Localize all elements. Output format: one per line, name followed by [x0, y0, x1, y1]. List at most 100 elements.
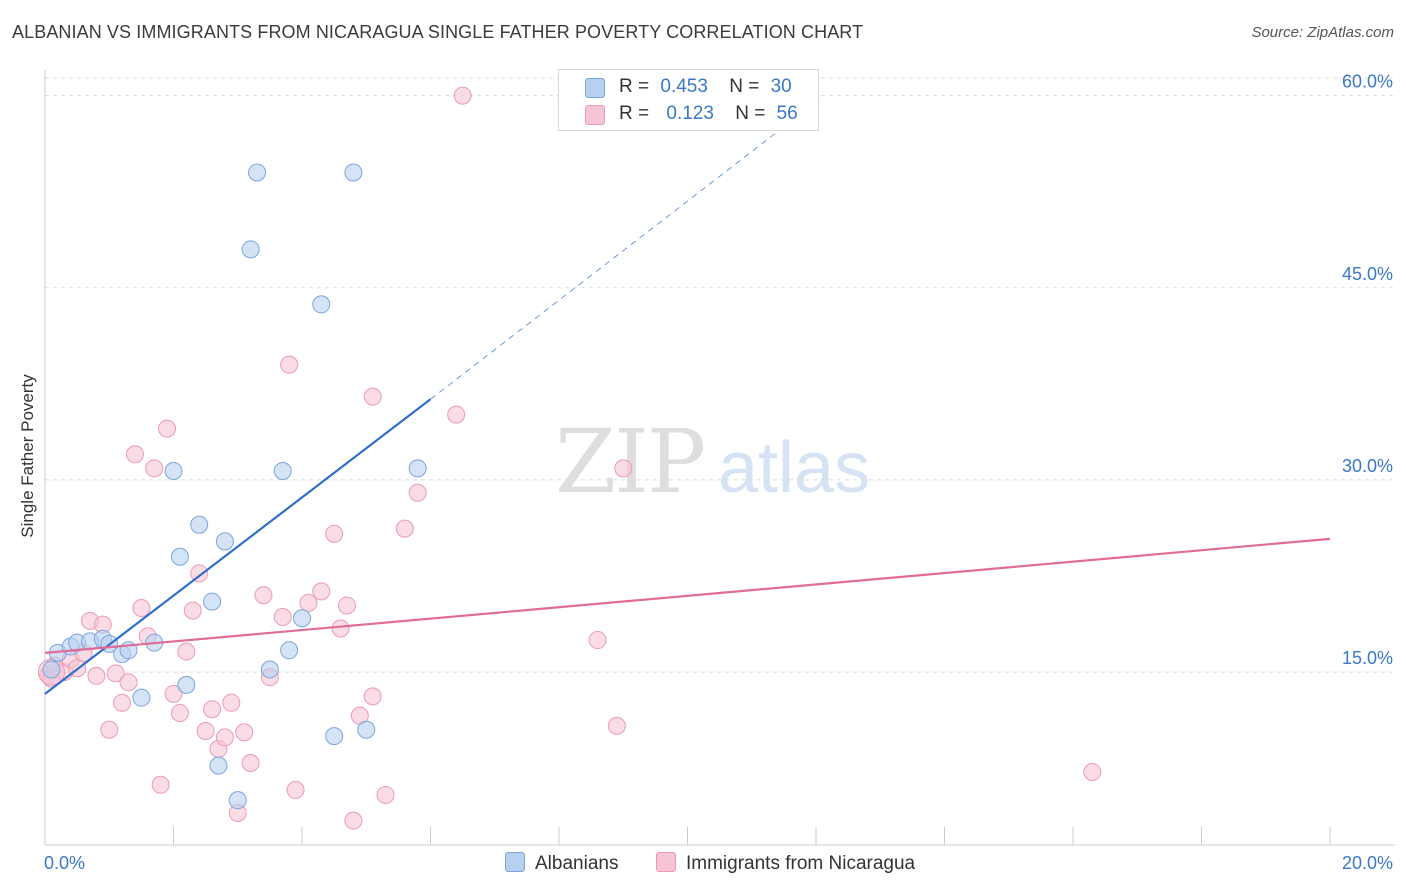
- data-point: [145, 459, 164, 478]
- data-point: [222, 693, 241, 712]
- trend-line-albanians-extension: [430, 101, 817, 400]
- bottom-legend-label: Albanians: [535, 853, 619, 874]
- legend-r-value: 0.123: [666, 103, 714, 124]
- data-point: [408, 459, 427, 478]
- data-point: [280, 355, 299, 374]
- series-albanians: [42, 163, 427, 810]
- bottom-legend-swatch-blue: [505, 852, 525, 872]
- grid-lines: [45, 77, 1395, 673]
- y-tick-label: 15.0%: [1342, 648, 1393, 668]
- data-point: [325, 727, 344, 746]
- legend-r-label: R =: [619, 76, 650, 97]
- data-point: [286, 780, 305, 799]
- data-point: [280, 641, 299, 660]
- data-point: [215, 728, 234, 747]
- data-point: [607, 716, 626, 735]
- data-point: [183, 601, 202, 620]
- legend-n-value: 30: [770, 76, 792, 97]
- axes: [44, 70, 1395, 846]
- data-point: [190, 515, 209, 534]
- data-point: [235, 723, 254, 742]
- data-point: [376, 786, 395, 805]
- data-point: [228, 791, 247, 810]
- data-point: [614, 459, 633, 478]
- data-point: [312, 295, 331, 314]
- data-point: [164, 461, 183, 480]
- data-point: [177, 675, 196, 694]
- bottom-legend-albanians: Albanians: [505, 852, 618, 875]
- watermark: ZIP atlas: [555, 410, 870, 513]
- x-tick-label: 20.0%: [1342, 853, 1393, 873]
- trend-line-nicaragua: [44, 537, 1331, 654]
- x-tick-label: 0.0%: [44, 853, 85, 873]
- data-point: [395, 519, 414, 538]
- data-point: [325, 524, 344, 543]
- data-point: [588, 631, 607, 650]
- data-point: [170, 547, 189, 566]
- data-point: [357, 720, 376, 739]
- data-point: [42, 660, 61, 679]
- data-point: [447, 405, 466, 424]
- legend-n-label: N =: [729, 76, 760, 97]
- data-point: [453, 86, 472, 105]
- data-point: [312, 582, 331, 601]
- data-point: [254, 586, 273, 605]
- data-point: [363, 687, 382, 706]
- chart-title: ALBANIAN VS IMMIGRANTS FROM NICARAGUA SI…: [12, 22, 864, 42]
- data-point: [132, 599, 151, 618]
- y-tick-label: 60.0%: [1342, 72, 1393, 92]
- data-point: [190, 564, 209, 583]
- bottom-legend-nicaragua: Immigrants from Nicaragua: [656, 852, 915, 875]
- data-point: [363, 387, 382, 406]
- data-point: [164, 684, 183, 703]
- data-point: [344, 811, 363, 830]
- data-point: [209, 756, 228, 775]
- legend-swatch-pink: [585, 105, 605, 125]
- y-tick-label: 45.0%: [1342, 264, 1393, 284]
- watermark-zip: ZIP: [555, 410, 704, 513]
- watermark-atlas: atlas: [718, 428, 870, 508]
- data-point: [203, 592, 222, 611]
- data-point: [177, 642, 196, 661]
- data-point: [87, 666, 106, 685]
- data-point: [1083, 762, 1102, 781]
- data-point: [248, 163, 267, 182]
- legend-r-label: R =: [619, 103, 650, 124]
- data-point: [158, 419, 177, 438]
- correlation-legend: R = 0.453 N = 30 R = 0.123 N = 56: [558, 69, 819, 131]
- trend-lines: [44, 101, 1331, 695]
- trend-line-albanians: [44, 398, 432, 695]
- data-point: [273, 607, 292, 626]
- data-point: [273, 461, 292, 480]
- data-point: [337, 596, 356, 615]
- data-point: [215, 532, 234, 551]
- data-point: [241, 240, 260, 259]
- y-tick-label: 30.0%: [1342, 456, 1393, 476]
- data-point: [241, 754, 260, 773]
- tick-labels: 15.0% 30.0% 45.0% 60.0% 0.0% 20.0%: [44, 72, 1393, 873]
- data-point: [151, 775, 170, 794]
- data-point: [132, 688, 151, 707]
- bottom-legend-swatch-pink: [656, 852, 676, 872]
- data-point: [125, 445, 144, 464]
- data-point: [331, 619, 350, 638]
- legend-n-value: 56: [776, 103, 798, 124]
- legend-swatch-blue: [585, 78, 605, 98]
- legend-n-label: N =: [735, 103, 766, 124]
- bottom-legend-label: Immigrants from Nicaragua: [686, 853, 916, 874]
- source-label: Source: ZipAtlas.com: [1251, 24, 1394, 41]
- data-point: [293, 609, 311, 628]
- data-point: [299, 593, 318, 612]
- data-point: [106, 664, 125, 683]
- data-point: [203, 700, 222, 719]
- data-point: [260, 660, 279, 679]
- data-point: [170, 704, 189, 723]
- data-point: [100, 720, 119, 739]
- data-point: [119, 673, 138, 692]
- legend-r-value: 0.453: [660, 76, 708, 97]
- data-point: [408, 483, 427, 502]
- data-point: [113, 693, 132, 712]
- data-point: [196, 721, 215, 740]
- data-point: [344, 163, 363, 182]
